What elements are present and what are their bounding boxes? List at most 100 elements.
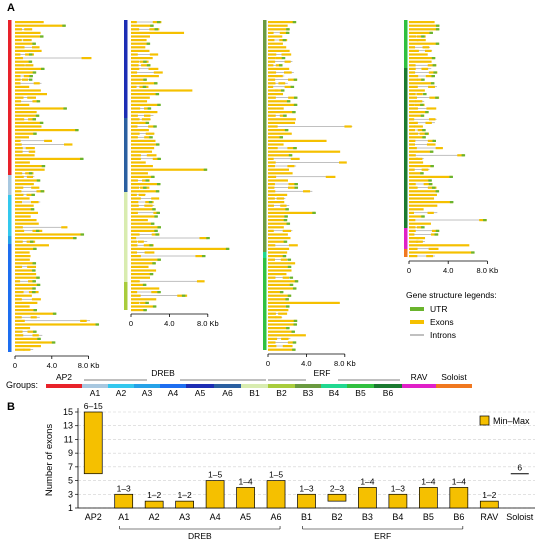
- scale-tick-label: 8.0 Kb: [477, 266, 499, 275]
- exon: [427, 64, 437, 67]
- gene-row: [15, 305, 30, 308]
- group-label-A1: A1: [90, 388, 101, 398]
- gene-row: [268, 298, 289, 301]
- exon: [435, 147, 443, 150]
- gene-row: [131, 273, 154, 276]
- exon: [131, 211, 138, 214]
- gene-row: [268, 147, 297, 150]
- bar-A3: [175, 500, 194, 509]
- exon: [268, 211, 316, 214]
- gene-row: [131, 67, 159, 70]
- exon: [457, 154, 465, 157]
- gene-row: [268, 154, 293, 157]
- bar-A6: [266, 480, 286, 509]
- exon: [15, 283, 40, 286]
- exon: [15, 85, 30, 88]
- exon: [15, 237, 77, 240]
- utr: [32, 287, 36, 290]
- utr: [279, 136, 284, 139]
- exon: [268, 147, 278, 150]
- gene-row: [409, 247, 439, 250]
- gene-row: [268, 125, 353, 128]
- exon: [268, 312, 276, 315]
- gene-row: [268, 219, 288, 222]
- utr: [152, 305, 157, 308]
- bar-B4: [388, 493, 408, 509]
- gene-row: [131, 150, 153, 153]
- utr: [461, 154, 466, 157]
- utr: [33, 330, 37, 333]
- utr: [156, 211, 160, 214]
- exon: [287, 341, 296, 344]
- gene-row: [131, 168, 208, 171]
- gene-row: [15, 139, 53, 142]
- exon: [131, 291, 138, 294]
- scale-tick-label: 4.0: [301, 359, 311, 368]
- gene-row: [409, 147, 444, 150]
- gene-row: [15, 287, 36, 290]
- group-bar-A4: [8, 244, 12, 352]
- gene-row: [268, 265, 292, 268]
- exon: [268, 89, 278, 92]
- gene-row: [15, 312, 57, 315]
- exon: [409, 186, 418, 189]
- exon: [409, 157, 419, 160]
- gene-row: [268, 60, 293, 63]
- subfamily-label-ap2: AP2: [56, 372, 72, 382]
- exon: [417, 78, 424, 81]
- group-bar-B3: [263, 20, 267, 252]
- exon: [131, 78, 147, 81]
- groups-bar: Groups: A1 A2 A3 A4 A5 A6 B1 B2 B3 B4 B5 B6 AP2 DREB ER…: [6, 368, 472, 398]
- gene-row: [268, 337, 291, 340]
- bar-B2: [327, 493, 347, 502]
- gene-row: [15, 211, 39, 214]
- exon: [15, 139, 21, 142]
- exon: [409, 64, 416, 67]
- exon: [131, 64, 139, 67]
- utr: [292, 287, 297, 290]
- exon: [15, 258, 30, 261]
- utr: [41, 165, 46, 168]
- exon: [288, 183, 298, 186]
- utr: [435, 229, 440, 232]
- gene-row: [268, 186, 299, 189]
- gene-row: [409, 93, 427, 96]
- exon: [15, 345, 41, 348]
- gene-row: [131, 114, 154, 117]
- exon: [15, 219, 37, 222]
- exon: [409, 103, 415, 106]
- exon: [428, 71, 438, 74]
- gene-row: [268, 269, 292, 272]
- exon: [131, 233, 140, 236]
- exon: [32, 100, 39, 103]
- gene-row: [268, 283, 294, 286]
- exon: [282, 276, 290, 279]
- exon: [131, 219, 148, 222]
- gene-row: [409, 85, 438, 88]
- gene-row: [15, 24, 66, 27]
- gene-row: [15, 49, 42, 52]
- bar-A1: [114, 493, 134, 509]
- gene-row: [131, 57, 153, 60]
- exon: [268, 287, 296, 290]
- exon: [15, 301, 38, 304]
- exon: [421, 67, 429, 70]
- gene-row: [268, 118, 296, 121]
- utr: [471, 251, 475, 254]
- gene-row: [409, 114, 425, 117]
- utr: [225, 247, 230, 250]
- exon: [414, 103, 425, 106]
- gene-row: [15, 60, 33, 63]
- exon: [409, 82, 434, 85]
- exon: [268, 345, 277, 348]
- gene-row: [131, 136, 153, 139]
- gene-row: [15, 215, 31, 218]
- exon: [15, 31, 41, 34]
- x-tick-label-B3: B3: [362, 512, 373, 522]
- gene-row: [268, 244, 298, 247]
- utr: [39, 121, 44, 124]
- exon: [409, 150, 433, 153]
- gene-row: [409, 172, 424, 175]
- exon: [131, 226, 161, 229]
- utr: [152, 208, 156, 211]
